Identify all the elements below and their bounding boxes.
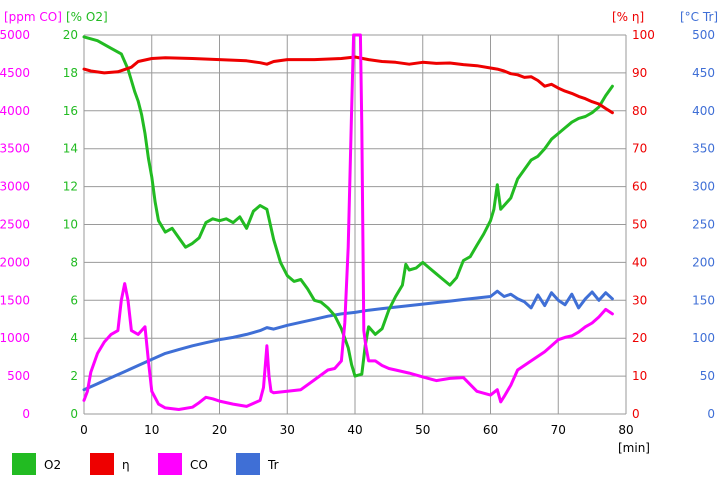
x-tick-label: 30 <box>280 423 295 437</box>
tr-tick-label: 450 <box>692 66 715 80</box>
co-tick-label: 4500 <box>0 66 30 80</box>
legend-label-o2: O2 <box>44 458 61 472</box>
eta-tick-label: 10 <box>632 369 647 383</box>
tr-tick-label: 350 <box>692 142 715 156</box>
x-tick-label: 60 <box>483 423 498 437</box>
eta-tick-label: 100 <box>632 28 655 42</box>
tr-tick-label: 200 <box>692 255 715 269</box>
tr-tick-label: 150 <box>692 293 715 307</box>
co-tick-label: 500 <box>7 369 30 383</box>
eta-axis-title: [% η] <box>612 10 644 24</box>
legend-swatch-o2 <box>12 453 36 475</box>
x-tick-label: 20 <box>212 423 227 437</box>
co-tick-label: 4000 <box>0 104 30 118</box>
co-tick-label: 3000 <box>0 180 30 194</box>
eta-tick-label: 20 <box>632 331 647 345</box>
eta-tick-label: 40 <box>632 255 647 269</box>
x-axis-unit: [min] <box>618 441 650 455</box>
tr-tick-label: 300 <box>692 180 715 194</box>
co-tick-label: 2000 <box>0 255 30 269</box>
o2-tick-label: 8 <box>70 255 78 269</box>
series-tr-line <box>82 289 614 392</box>
x-tick-label: 70 <box>551 423 566 437</box>
o2-tick-label: 2 <box>70 369 78 383</box>
grid <box>83 34 627 415</box>
tr-axis-title: [°C Tr] <box>680 10 718 24</box>
series-lines <box>82 33 614 411</box>
o2-tick-label: 10 <box>63 218 78 232</box>
o2-tick-label: 18 <box>63 66 78 80</box>
tr-tick-label: 100 <box>692 331 715 345</box>
tr-tick-label: 0 <box>707 407 715 421</box>
x-tick-label: 10 <box>144 423 159 437</box>
tr-tick-label: 250 <box>692 218 715 232</box>
axis-labels: 0 10 20 30 40 50 60 70 80[min]050010001500200025… <box>0 10 718 455</box>
o2-tick-label: 0 <box>70 407 78 421</box>
legend-label-tr: Tr <box>267 458 279 472</box>
legend: O2 η CO Tr <box>12 453 279 475</box>
legend-label-eta: η <box>122 458 130 472</box>
o2-tick-label: 16 <box>63 104 78 118</box>
legend-swatch-co <box>158 453 182 475</box>
eta-tick-label: 80 <box>632 104 647 118</box>
eta-tick-label: 30 <box>632 293 647 307</box>
eta-tick-label: 70 <box>632 142 647 156</box>
x-tick-label: 0 <box>80 423 88 437</box>
co-tick-label: 2500 <box>0 218 30 232</box>
eta-tick-label: 50 <box>632 218 647 232</box>
x-tick-label: 50 <box>415 423 430 437</box>
series-eta-line <box>82 55 614 115</box>
o2-tick-label: 20 <box>63 28 78 42</box>
eta-tick-label: 90 <box>632 66 647 80</box>
legend-label-co: CO <box>190 458 208 472</box>
x-tick-label: 40 <box>347 423 362 437</box>
tr-tick-label: 50 <box>700 369 715 383</box>
co-tick-label: 3500 <box>0 142 30 156</box>
co-tick-label: 1000 <box>0 331 30 345</box>
eta-tick-label: 60 <box>632 180 647 194</box>
o2-tick-label: 4 <box>70 331 78 345</box>
o2-tick-label: 14 <box>63 142 78 156</box>
o2-axis-title: [% O2] <box>66 10 108 24</box>
series-o2-line <box>82 35 614 378</box>
o2-tick-label: 12 <box>63 180 78 194</box>
o2-tick-label: 6 <box>70 293 78 307</box>
series-co-line <box>82 33 614 411</box>
co-axis-title: [ppm CO] <box>4 10 62 24</box>
co-tick-label: 1500 <box>0 293 30 307</box>
tr-tick-label: 500 <box>692 28 715 42</box>
x-tick-label: 80 <box>618 423 633 437</box>
tr-tick-label: 400 <box>692 104 715 118</box>
co-tick-label: 0 <box>22 407 30 421</box>
legend-swatch-eta <box>90 453 114 475</box>
eta-tick-label: 0 <box>632 407 640 421</box>
co-tick-label: 5000 <box>0 28 30 42</box>
legend-swatch-tr <box>236 453 260 475</box>
